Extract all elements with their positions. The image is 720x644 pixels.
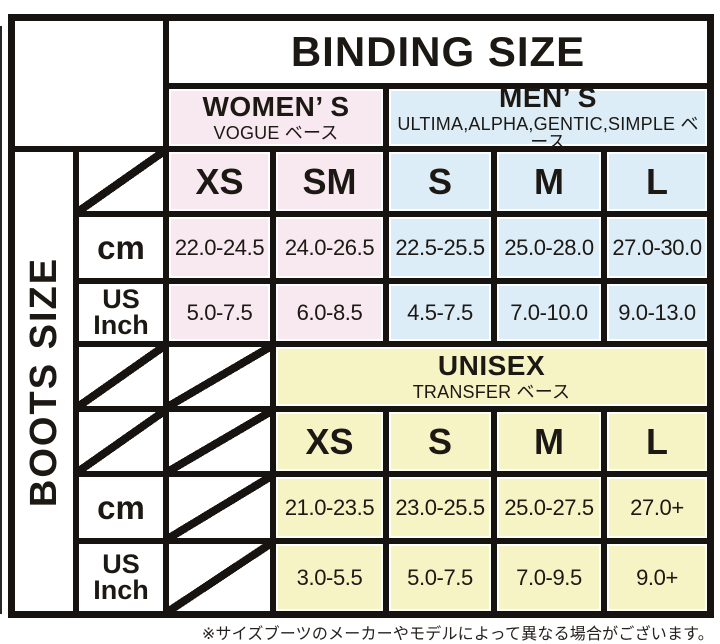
lower-cm-xs: 21.0-23.5 [276,477,383,538]
unisex-subtitle: TRANSFER ベース [412,382,571,402]
lower-size-m: M [497,412,601,471]
upper-cm-sm: 24.0-26.5 [276,217,383,278]
womens-title: WOMEN’ S [202,91,350,122]
diagonal-cell [79,152,163,211]
mens-subtitle: ULTIMA,ALPHA,GENTIC,SIMPLE ベース [397,114,699,152]
upper-cm-m: 25.0-28.0 [497,217,601,278]
diagonal-cell [169,347,270,406]
upper-us-l: 9.0-13.0 [607,284,707,341]
upper-cm-l: 27.0-30.0 [607,217,707,278]
upper-cm-xs: 22.0-24.5 [169,217,270,278]
upper-size-s: S [389,152,491,211]
upper-us-sm: 6.0-8.5 [276,284,383,341]
size-chart-table: BINDING SIZE WOMEN’ S VOGUE ベース MEN’ S U… [8,14,714,618]
upper-us-s: 4.5-7.5 [389,284,491,341]
diagonal-cell [79,347,163,406]
lower-size-xs: XS [276,412,383,471]
lower-cm-m: 25.0-27.5 [497,477,601,538]
us-label-line1: US [102,283,140,314]
upper-size-xs: XS [169,152,270,211]
upper-usinch-label: US Inch [79,284,163,341]
upper-us-m: 7.0-10.0 [497,284,601,341]
lower-size-l: L [607,412,707,471]
boots-size-label: BOOTS SIZE [23,256,65,507]
us-label-line2: Inch [93,309,149,340]
lower-us-xs: 3.0-5.5 [276,544,383,611]
left-edge-line [0,26,2,614]
womens-subtitle: VOGUE ベース [213,123,339,143]
upper-size-l: L [607,152,707,211]
lower-size-s: S [389,412,491,471]
unisex-group-header: UNISEX TRANSFER ベース [276,347,707,406]
diagonal-cell [169,544,270,611]
upper-cm-label: cm [79,217,163,278]
mens-title: MEN’ S [499,82,597,113]
lower-cm-s: 23.0-25.5 [389,477,491,538]
boots-size-header: BOOTS SIZE [15,152,73,611]
lower-cm-l: 27.0+ [607,477,707,538]
lower-us-m: 7.0-9.5 [497,544,601,611]
upper-us-xs: 5.0-7.5 [169,284,270,341]
upper-size-sm: SM [276,152,383,211]
unisex-title: UNISEX [437,350,546,381]
diagonal-cell [169,412,270,471]
us-label-line1: US [102,548,140,579]
us-label-line2: Inch [93,574,149,605]
footnote: ※サイズブーツのメーカーやモデルによって異なる場合がございます。 [201,626,714,643]
binding-size-header: BINDING SIZE [169,21,707,83]
upper-size-m: M [497,152,601,211]
diagonal-cell [169,477,270,538]
womens-group-header: WOMEN’ S VOGUE ベース [169,89,383,146]
lower-us-l: 9.0+ [607,544,707,611]
lower-us-s: 5.0-7.5 [389,544,491,611]
upper-cm-s: 22.5-25.5 [389,217,491,278]
corner-cell [15,21,163,146]
lower-cm-label: cm [79,477,163,538]
diagonal-cell [79,412,163,471]
lower-usinch-label: US Inch [79,544,163,611]
mens-group-header: MEN’ S ULTIMA,ALPHA,GENTIC,SIMPLE ベース [389,84,707,151]
